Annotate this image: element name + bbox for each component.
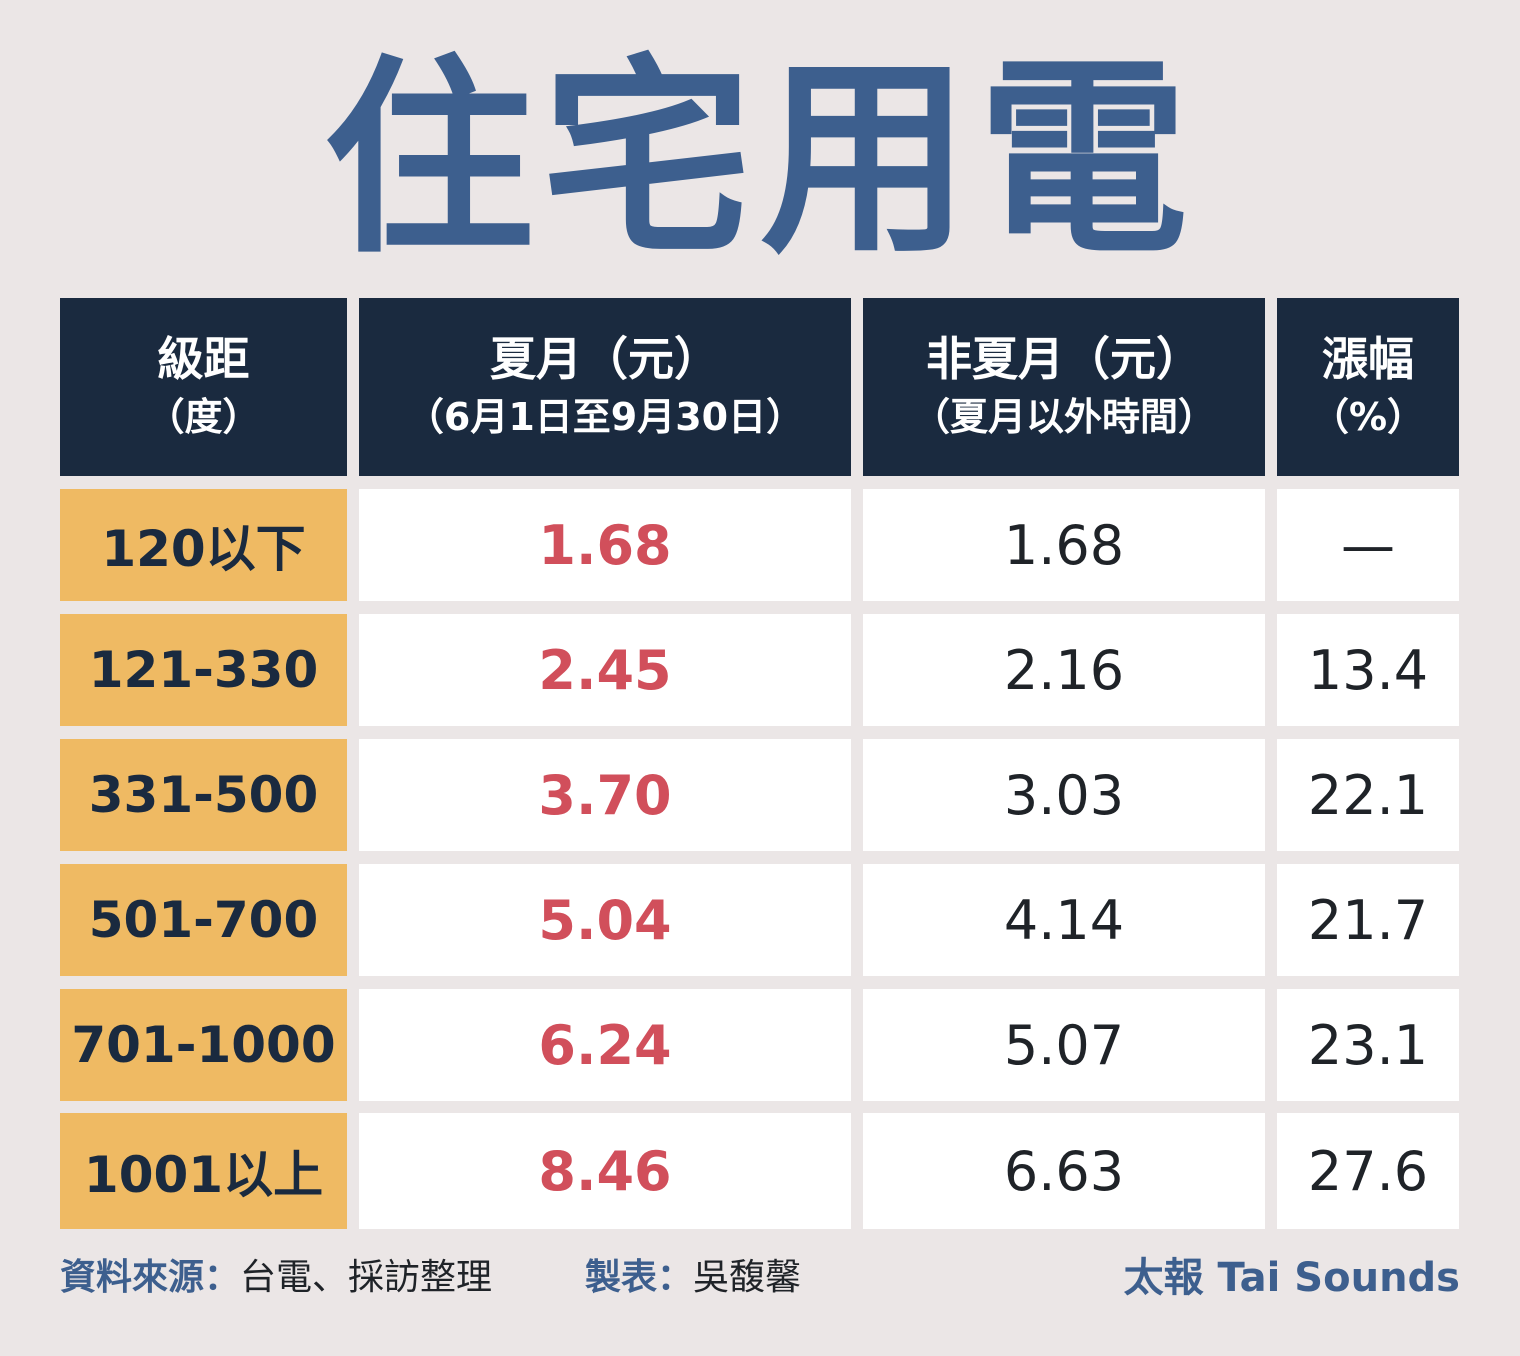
header-tier-unit: （度）	[146, 395, 261, 439]
summer-price-cell: 2.45	[359, 614, 851, 726]
summer-price-cell: 5.04	[359, 864, 851, 976]
page-title: 住宅用電	[323, 37, 1196, 282]
header-summer-period: （6月1日至9月30日）	[405, 395, 805, 439]
summer-price-cell: 1.68	[359, 489, 851, 601]
tier-cell: 331-500	[60, 739, 347, 851]
maker-credit: 製表：吳馥馨	[585, 1248, 801, 1308]
increase-cell: 23.1	[1277, 989, 1459, 1101]
nonsummer-price-cell: 6.63	[863, 1113, 1265, 1229]
source-value: 台電、採訪整理	[240, 1257, 493, 1298]
header-nonsummer-period: （夏月以外時間）	[911, 395, 1216, 439]
tier-cell: 121-330	[60, 614, 347, 726]
increase-cell: 13.4	[1277, 614, 1459, 726]
summer-price-cell: 3.70	[359, 739, 851, 851]
increase-cell: 21.7	[1277, 864, 1459, 976]
header-increase: 漲幅 （%）	[1277, 298, 1459, 476]
header-nonsummer-title: 非夏月（元）	[926, 332, 1202, 386]
nonsummer-price-cell: 1.68	[863, 489, 1265, 601]
header-nonsummer: 非夏月（元） （夏月以外時間）	[863, 298, 1265, 476]
tier-cell: 501-700	[60, 864, 347, 976]
nonsummer-price-cell: 3.03	[863, 739, 1265, 851]
brand-logo: 太報 Tai Sounds	[1123, 1255, 1460, 1301]
header-increase-unit: （%）	[1310, 395, 1426, 439]
tier-cell: 120以下	[60, 489, 347, 601]
source-credit: 資料來源：台電、採訪整理	[60, 1248, 492, 1308]
header-increase-title: 漲幅	[1322, 332, 1414, 386]
nonsummer-price-cell: 2.16	[863, 614, 1265, 726]
maker-label: 製表：	[585, 1257, 694, 1298]
source-label: 資料來源：	[60, 1257, 241, 1298]
increase-cell: 27.6	[1277, 1113, 1459, 1229]
summer-price-cell: 6.24	[359, 989, 851, 1101]
header-tier: 級距 （度）	[60, 298, 347, 476]
header-tier-title: 級距	[157, 332, 250, 386]
header-summer-title: 夏月（元）	[490, 332, 720, 386]
header-summer: 夏月（元） （6月1日至9月30日）	[359, 298, 851, 476]
summer-price-cell: 8.46	[359, 1113, 851, 1229]
maker-value: 吳馥馨	[693, 1257, 802, 1298]
nonsummer-price-cell: 5.07	[863, 989, 1265, 1101]
increase-cell: 22.1	[1277, 739, 1459, 851]
nonsummer-price-cell: 4.14	[863, 864, 1265, 976]
increase-cell: —	[1277, 489, 1459, 601]
tier-cell: 701-1000	[60, 989, 347, 1101]
tier-cell: 1001以上	[60, 1113, 347, 1229]
